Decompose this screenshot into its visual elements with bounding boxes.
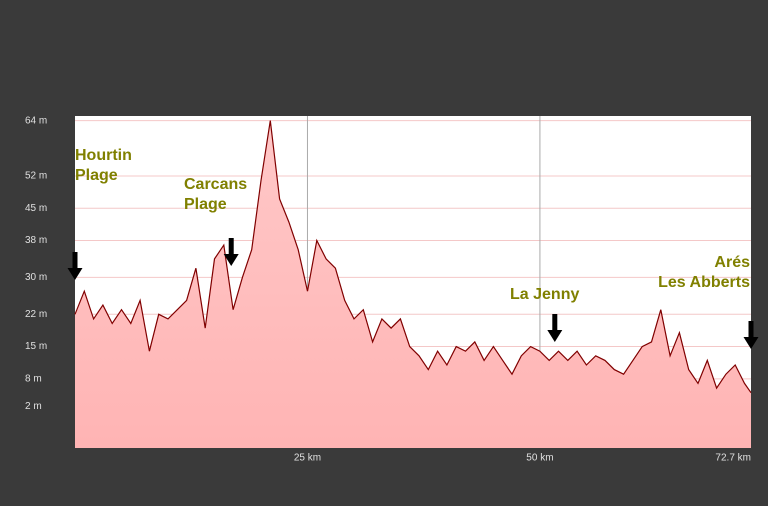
annotation-label: Plage	[184, 196, 227, 213]
y-tick-label: 52 m	[25, 171, 47, 182]
y-tick-label: 22 m	[25, 309, 47, 320]
annotation-label: Arés	[714, 254, 750, 271]
elevation-line	[74, 120, 752, 394]
y-tick-label: 2 m	[25, 401, 42, 412]
x-tick-label: 25 km	[294, 453, 321, 464]
y-tick-label: 38 m	[25, 235, 47, 246]
y-tick-label: 8 m	[25, 373, 42, 384]
y-tick-label: 15 m	[25, 341, 47, 352]
x-tick-label: 72.7 km	[715, 453, 751, 464]
annotation-arrow	[547, 314, 563, 342]
annotation-arrow	[223, 238, 239, 266]
annotation-label: Hourtin	[75, 147, 132, 164]
y-tick-label: 30 m	[25, 272, 47, 283]
annotation-arrow	[67, 252, 83, 280]
annotation-label: Plage	[75, 167, 118, 184]
elevation-area	[75, 120, 751, 448]
annotation-label: Carcans	[184, 176, 247, 193]
x-tick-label: 50 km	[526, 453, 553, 464]
y-tick-label: 64 m	[25, 115, 47, 126]
annotation-label: La Jenny	[510, 286, 579, 303]
annotation-label: Les Abberts	[658, 274, 750, 291]
y-tick-label: 45 m	[25, 203, 47, 214]
annotation-arrow	[743, 321, 759, 349]
